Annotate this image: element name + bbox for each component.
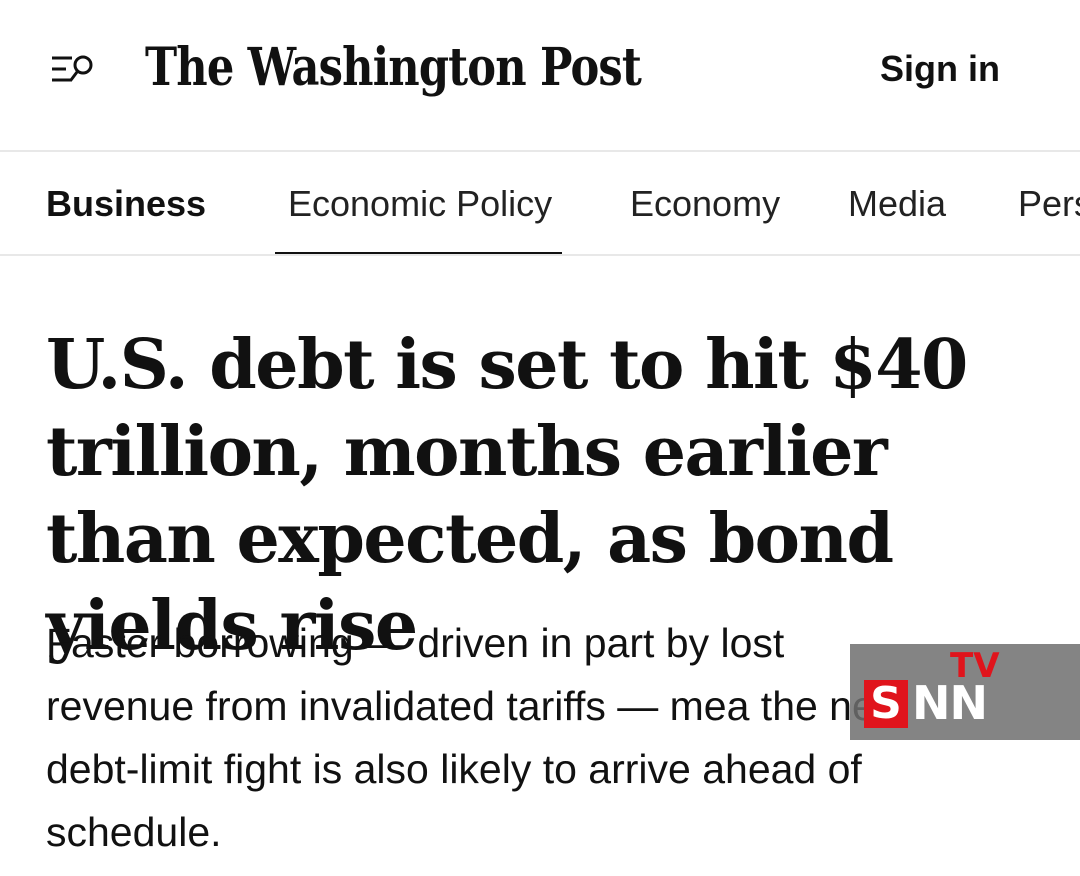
watermark-nn: NN: [912, 676, 988, 730]
watermark-s: S: [864, 680, 908, 728]
sign-in-button[interactable]: Sign in: [880, 48, 1000, 89]
menu-search-icon-graphic: [52, 55, 93, 82]
section-nav: Business Economic Policy Economy Media P…: [0, 152, 1080, 256]
snn-tv-watermark-logo: S NN TV: [850, 644, 1080, 740]
site-header: The Washington Post Sign in: [0, 0, 1080, 152]
menu-search-icon[interactable]: [50, 52, 96, 88]
article-headline: U.S. debt is set to hit $40 trillion, mo…: [46, 325, 968, 666]
nav-section-business[interactable]: Business: [46, 183, 207, 224]
watermark-tv: TV: [950, 646, 1000, 686]
masthead-logo[interactable]: The Washington Post: [145, 37, 642, 98]
article-dek: Faster borrowing — driven in part by los…: [46, 620, 907, 855]
nav-item-media[interactable]: Media: [848, 183, 947, 224]
nav-item-personal-finance[interactable]: Pers: [1018, 183, 1080, 224]
nav-item-economic-policy[interactable]: Economic Policy: [288, 183, 553, 224]
active-nav-indicator: [275, 252, 562, 254]
nav-item-economy[interactable]: Economy: [630, 183, 781, 224]
